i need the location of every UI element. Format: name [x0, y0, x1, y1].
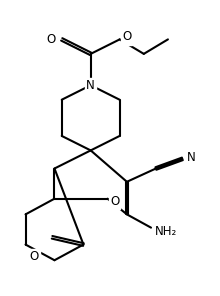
Text: N: N — [86, 79, 95, 92]
Text: O: O — [110, 194, 119, 207]
Text: NH₂: NH₂ — [155, 225, 177, 238]
Text: O: O — [122, 30, 131, 44]
Text: O: O — [29, 250, 39, 263]
Text: O: O — [46, 33, 56, 46]
Text: N: N — [187, 151, 196, 164]
